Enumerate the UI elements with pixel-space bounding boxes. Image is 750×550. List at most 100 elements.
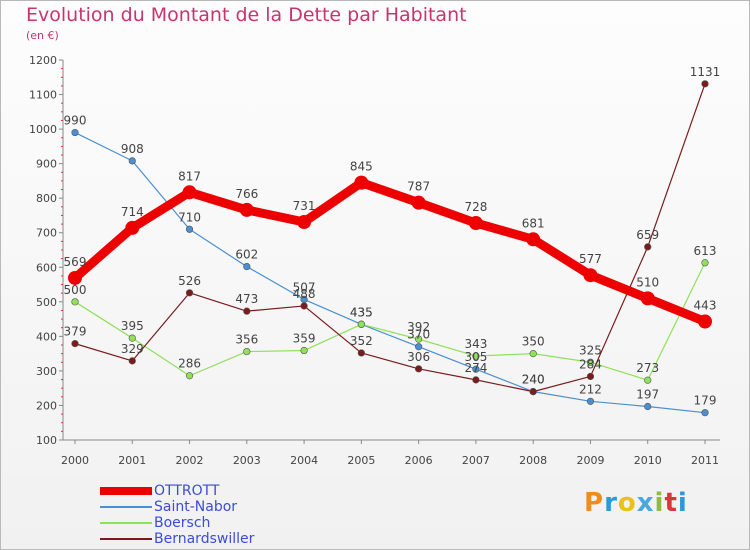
series-line-saint-nabor	[74, 131, 706, 414]
data-label-ottrott: 766	[235, 187, 258, 201]
data-label-ottrott: 728	[464, 200, 487, 214]
data-label-ottrott: 681	[522, 216, 545, 230]
legend: OTTROTT Saint-Nabor Boersch Bernardswill…	[100, 483, 254, 547]
legend-item-bernardswiller: Bernardswiller	[100, 531, 254, 547]
data-point-boersch	[472, 352, 480, 360]
data-label-bernardswiller: 352	[350, 334, 373, 348]
data-point-bernardswiller	[529, 388, 537, 396]
data-label-boersch: 350	[522, 335, 545, 349]
data-point-bernardswiller	[472, 376, 480, 384]
data-label-ottrott: 577	[579, 252, 602, 266]
data-label-saint-nabor: 507	[293, 280, 316, 294]
data-label-bernardswiller: 1131	[690, 65, 721, 79]
y-tick-label: 300	[36, 365, 57, 378]
data-point-ottrott	[239, 202, 254, 217]
data-point-saint-nabor	[128, 157, 136, 165]
data-label-bernardswiller: 659	[636, 228, 659, 242]
data-label-bernardswiller: 329	[121, 342, 144, 356]
data-label-saint-nabor: 990	[64, 114, 87, 128]
logo-letter: i	[677, 488, 688, 518]
legend-item-boersch: Boersch	[100, 515, 254, 531]
data-point-bernardswiller	[644, 243, 652, 251]
data-label-bernardswiller: 274	[464, 361, 487, 375]
data-label-bernardswiller: 284	[579, 357, 602, 371]
data-label-ottrott: 443	[694, 299, 717, 313]
data-label-boersch: 435	[350, 305, 373, 319]
data-label-boersch: 359	[293, 332, 316, 346]
y-tick-label: 500	[36, 296, 57, 309]
proxiti-logo: Proxiti	[584, 488, 688, 518]
data-point-boersch	[529, 350, 537, 358]
data-point-ottrott	[468, 216, 483, 231]
y-tick-label: 1000	[29, 123, 57, 136]
data-point-ottrott	[583, 268, 598, 283]
data-label-bernardswiller: 473	[235, 292, 258, 306]
x-tick-label: 2000	[61, 454, 89, 467]
x-tick-label: 2011	[691, 454, 719, 467]
data-point-saint-nabor	[243, 262, 251, 271]
data-point-ottrott	[698, 314, 712, 329]
data-label-boersch: 392	[407, 320, 430, 334]
data-point-saint-nabor	[185, 225, 194, 233]
data-label-bernardswiller: 526	[178, 274, 201, 288]
data-label-ottrott: 787	[407, 180, 430, 194]
data-label-saint-nabor: 602	[235, 248, 258, 262]
y-tick-label: 600	[36, 261, 57, 274]
data-label-boersch: 613	[694, 244, 717, 258]
x-tick-label: 2006	[405, 454, 433, 467]
data-point-boersch	[357, 320, 365, 328]
legend-swatch-ottrott	[100, 487, 152, 495]
data-label-boersch: 325	[579, 343, 602, 357]
data-label-saint-nabor: 435	[350, 305, 373, 319]
series-line-ottrott	[70, 178, 710, 327]
legend-label-bernardswiller: Bernardswiller	[154, 531, 255, 547]
data-label-ottrott: 510	[636, 275, 659, 289]
data-point-ottrott	[297, 215, 312, 230]
data-point-boersch	[415, 335, 423, 343]
legend-swatch-boersch	[100, 522, 152, 524]
data-label-saint-nabor: 710	[178, 210, 201, 224]
x-tick-label: 2007	[462, 454, 490, 467]
data-label-ottrott: 731	[293, 199, 316, 213]
data-point-bernardswiller	[586, 372, 595, 381]
logo-letter: x	[636, 488, 655, 518]
data-label-bernardswiller: 488	[293, 287, 316, 301]
data-label-ottrott: 817	[178, 169, 201, 183]
data-point-bernardswiller	[243, 307, 251, 315]
series-line-bernardswiller	[74, 83, 706, 393]
data-point-ottrott	[182, 185, 197, 200]
data-point-bernardswiller	[71, 340, 79, 348]
data-label-boersch: 395	[121, 319, 144, 333]
data-label-ottrott: 569	[64, 255, 87, 269]
logo-letter: r	[604, 488, 618, 518]
data-point-saint-nabor	[701, 409, 709, 417]
y-tick-label: 700	[36, 227, 57, 240]
data-point-boersch	[701, 259, 709, 267]
data-label-saint-nabor: 370	[407, 328, 430, 342]
x-tick-label: 2010	[634, 454, 662, 467]
x-tick-label: 2005	[347, 454, 375, 467]
data-point-bernardswiller	[128, 357, 136, 365]
legend-label-boersch: Boersch	[154, 515, 211, 531]
data-point-bernardswiller	[415, 365, 423, 373]
data-label-ottrott: 845	[350, 160, 373, 174]
data-label-ottrott: 714	[121, 205, 144, 219]
data-point-saint-nabor	[586, 397, 595, 405]
data-label-bernardswiller: 306	[407, 350, 430, 364]
data-label-saint-nabor: 908	[121, 142, 144, 156]
logo-letter: o	[617, 488, 637, 518]
legend-item-saint-nabor: Saint-Nabor	[100, 499, 254, 515]
data-point-ottrott	[125, 220, 140, 235]
data-point-saint-nabor	[415, 343, 423, 351]
data-label-boersch: 286	[178, 357, 201, 371]
data-label-boersch: 273	[636, 361, 659, 375]
x-tick-label: 2009	[576, 454, 604, 467]
x-tick-label: 2002	[176, 454, 204, 467]
legend-item-ottrott: OTTROTT	[100, 483, 254, 499]
legend-label-ottrott: OTTROTT	[154, 483, 220, 499]
data-label-saint-nabor: 240	[522, 373, 545, 387]
data-point-bernardswiller	[300, 302, 308, 310]
y-tick-label: 1100	[29, 89, 57, 102]
